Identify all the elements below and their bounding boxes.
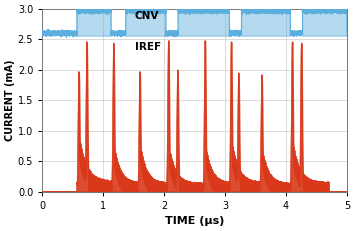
Text: IREF: IREF [135,42,161,52]
Text: CNV: CNV [135,11,159,21]
X-axis label: TIME (μs): TIME (μs) [165,216,224,226]
Y-axis label: CURRENT (mA): CURRENT (mA) [5,59,15,141]
